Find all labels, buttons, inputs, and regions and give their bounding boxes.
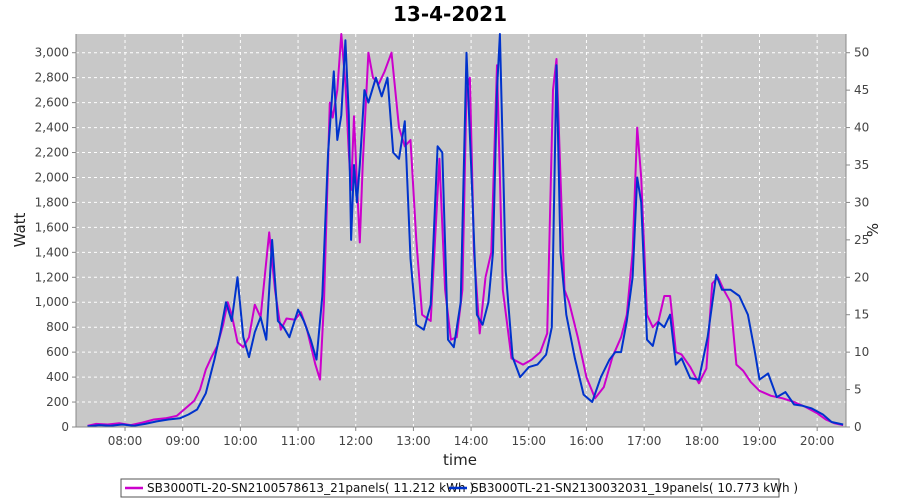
x-axis-label: time [443,451,477,469]
y2-tick-label: 40 [854,121,869,135]
x-tick-label: 19:00 [742,434,777,448]
y2-tick-label: 10 [854,345,869,359]
x-tick-label: 09:00 [165,434,200,448]
y2-axis-label: % [864,223,882,237]
y2-tick-label: 30 [854,195,869,209]
legend: SB3000TL-20-SN2100578613_21panels( 11.21… [120,478,798,498]
x-tick-label: 13:00 [396,434,431,448]
x-tick-label: 20:00 [800,434,835,448]
axes: 02004006008001,0001,2001,4001,6001,8002,… [35,34,869,448]
y-tick-label: 2,600 [35,96,69,110]
x-tick-label: 16:00 [569,434,604,448]
x-tick-label: 18:00 [685,434,720,448]
y-tick-label: 2,200 [35,146,69,160]
y-tick-label: 2,000 [35,170,69,184]
y2-tick-label: 50 [854,46,869,60]
x-tick-label: 17:00 [627,434,662,448]
y-tick-label: 3,000 [35,46,69,60]
x-tick-label: 12:00 [338,434,373,448]
x-tick-label: 14:00 [454,434,489,448]
y-axis-label: Watt [11,212,29,247]
plot-area [76,34,846,427]
x-tick-label: 15:00 [511,434,546,448]
y2-tick-label: 5 [854,383,862,397]
chart-title: 13-4-2021 [393,2,507,26]
y2-tick-label: 35 [854,158,869,172]
series-line-1 [87,33,844,427]
y-tick-label: 1,000 [35,295,69,309]
y-tick-label: 600 [46,345,69,359]
y-tick-label: 1,600 [35,220,69,234]
y-tick-label: 400 [46,370,69,384]
y-tick-label: 0 [61,420,69,434]
series-layer [87,33,844,428]
y-tick-label: 2,800 [35,71,69,85]
x-tick-label: 10:00 [223,434,258,448]
y-tick-label: 800 [46,320,69,334]
y-tick-label: 1,200 [35,270,69,284]
y2-tick-label: 15 [854,308,869,322]
y-tick-label: 200 [46,395,69,409]
y2-tick-label: 20 [854,270,869,284]
y2-tick-label: 25 [854,233,869,247]
legend-label-2: SB3000TL-21-SN2130032031_19panels( 10.77… [471,481,798,495]
x-tick-label: 11:00 [281,434,316,448]
legend-label-1: SB3000TL-20-SN2100578613_21panels( 11.21… [147,481,474,495]
y2-tick-label: 0 [854,420,862,434]
y-tick-label: 1,800 [35,195,69,209]
y-tick-label: 1,400 [35,245,69,259]
y2-tick-label: 45 [854,83,869,97]
series-line-2 [87,33,844,428]
y-tick-label: 2,400 [35,121,69,135]
x-tick-label: 08:00 [108,434,143,448]
